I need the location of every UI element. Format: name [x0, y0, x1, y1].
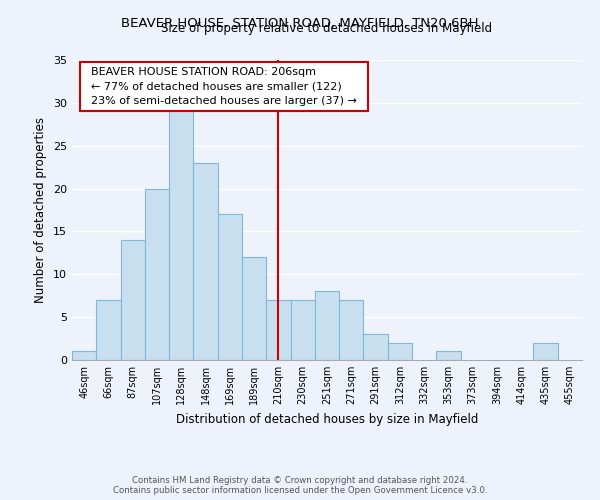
Bar: [533, 343, 558, 360]
Text: BEAVER HOUSE, STATION ROAD, MAYFIELD, TN20 6BH: BEAVER HOUSE, STATION ROAD, MAYFIELD, TN…: [121, 18, 479, 30]
Text: BEAVER HOUSE STATION ROAD: 206sqm  
  ← 77% of detached houses are smaller (122): BEAVER HOUSE STATION ROAD: 206sqm ← 77% …: [84, 67, 364, 106]
X-axis label: Distribution of detached houses by size in Mayfield: Distribution of detached houses by size …: [176, 412, 478, 426]
Bar: [315, 292, 339, 360]
Bar: [266, 300, 290, 360]
Bar: [72, 352, 96, 360]
Bar: [364, 334, 388, 360]
Bar: [145, 188, 169, 360]
Bar: [218, 214, 242, 360]
Title: Size of property relative to detached houses in Mayfield: Size of property relative to detached ho…: [161, 22, 493, 35]
Bar: [290, 300, 315, 360]
Bar: [388, 343, 412, 360]
Bar: [193, 163, 218, 360]
Bar: [169, 112, 193, 360]
Y-axis label: Number of detached properties: Number of detached properties: [34, 117, 47, 303]
Bar: [96, 300, 121, 360]
Bar: [242, 257, 266, 360]
Bar: [436, 352, 461, 360]
Text: Contains HM Land Registry data © Crown copyright and database right 2024.
Contai: Contains HM Land Registry data © Crown c…: [113, 476, 487, 495]
Bar: [339, 300, 364, 360]
Bar: [121, 240, 145, 360]
